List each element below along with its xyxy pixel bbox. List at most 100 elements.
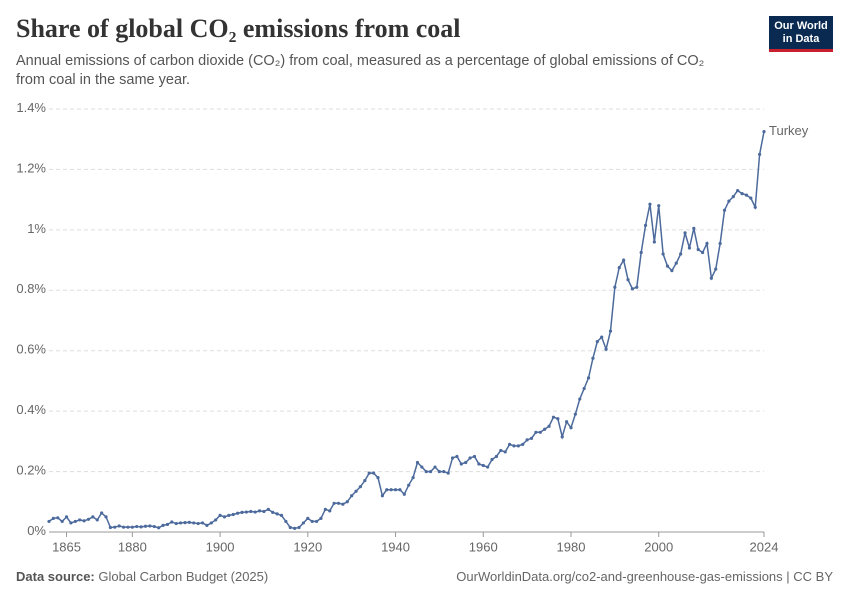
point xyxy=(64,515,69,519)
point xyxy=(731,195,735,199)
point xyxy=(639,250,643,255)
point xyxy=(372,471,376,475)
point xyxy=(165,522,170,527)
source-text: Global Carbon Budget (2025) xyxy=(98,569,269,584)
point xyxy=(736,188,740,193)
point xyxy=(113,525,117,529)
point xyxy=(157,526,161,530)
point xyxy=(477,462,481,466)
point xyxy=(301,521,306,525)
point xyxy=(687,246,692,250)
point xyxy=(595,340,599,344)
point xyxy=(253,510,257,514)
point xyxy=(60,519,64,524)
point xyxy=(586,376,591,380)
point xyxy=(459,462,463,466)
point xyxy=(573,412,577,416)
y-tick-label: 1.4% xyxy=(16,100,46,115)
point xyxy=(516,444,520,448)
y-tick-label: 0% xyxy=(27,523,46,538)
point xyxy=(143,524,148,528)
point xyxy=(200,521,205,525)
y-tick-label: 0.4% xyxy=(16,402,46,417)
point xyxy=(139,525,143,529)
point xyxy=(376,476,380,480)
point xyxy=(560,435,564,439)
point xyxy=(341,502,345,506)
x-tick-label: 1900 xyxy=(206,539,235,554)
point xyxy=(648,202,652,206)
point xyxy=(178,521,183,525)
point xyxy=(393,488,398,492)
point xyxy=(402,492,406,496)
point xyxy=(481,463,485,468)
point xyxy=(565,420,569,424)
point xyxy=(709,276,713,280)
point xyxy=(271,510,275,514)
point xyxy=(380,494,384,498)
logo[interactable]: Our World in Data xyxy=(769,16,833,52)
point xyxy=(529,436,534,440)
point xyxy=(358,485,363,489)
point xyxy=(472,454,477,459)
point xyxy=(205,523,209,527)
point xyxy=(749,196,753,200)
point xyxy=(657,204,661,208)
point xyxy=(187,520,191,524)
point xyxy=(47,519,51,524)
point xyxy=(486,465,490,469)
point xyxy=(608,329,613,333)
point xyxy=(499,448,503,453)
y-tick-label: 0.2% xyxy=(16,463,46,478)
point xyxy=(336,501,341,505)
point xyxy=(385,488,389,492)
point xyxy=(95,518,99,522)
point xyxy=(591,356,595,360)
point xyxy=(683,231,687,235)
point xyxy=(345,500,349,504)
point xyxy=(117,524,121,528)
point xyxy=(740,192,744,196)
point xyxy=(525,438,529,442)
point xyxy=(148,524,152,528)
x-tick-label: 2000 xyxy=(644,539,673,554)
point xyxy=(411,476,415,480)
source-label: Data source: xyxy=(16,569,95,584)
point xyxy=(455,454,459,459)
point xyxy=(635,285,639,289)
point xyxy=(521,442,525,446)
point xyxy=(367,471,371,475)
point xyxy=(429,469,433,474)
point xyxy=(152,524,156,529)
point xyxy=(249,509,253,514)
point xyxy=(507,442,512,446)
point xyxy=(310,519,314,524)
point xyxy=(196,521,200,526)
x-tick-label: 2024 xyxy=(750,539,779,554)
point xyxy=(231,512,235,517)
point xyxy=(218,513,222,517)
x-tick-label: 1880 xyxy=(118,539,147,554)
point xyxy=(446,471,450,475)
point xyxy=(244,510,248,514)
point xyxy=(538,430,542,434)
point xyxy=(468,456,472,460)
point xyxy=(464,460,468,465)
series-label: Turkey xyxy=(769,123,809,138)
point xyxy=(130,525,134,529)
logo-line: Our World xyxy=(774,20,828,32)
point xyxy=(161,523,165,527)
point xyxy=(490,457,494,462)
y-tick-label: 0.8% xyxy=(16,281,46,296)
point xyxy=(236,511,240,515)
point xyxy=(284,519,288,524)
point xyxy=(679,252,683,256)
point xyxy=(630,287,635,291)
point xyxy=(328,509,332,513)
point xyxy=(222,515,227,519)
point xyxy=(727,199,731,203)
point xyxy=(652,240,656,244)
point xyxy=(661,252,665,256)
source-url[interactable]: OurWorldinData.org/co2-and-greenhouse-ga… xyxy=(456,569,833,584)
